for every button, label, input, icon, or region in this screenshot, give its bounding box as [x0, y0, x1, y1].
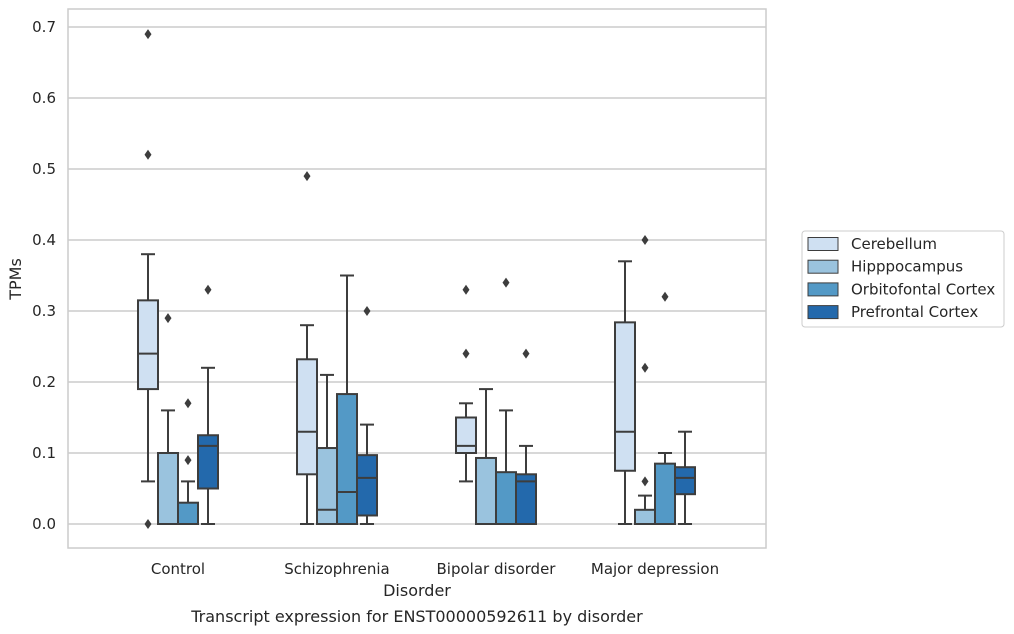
outlier-point — [303, 171, 311, 182]
outlier-point — [522, 348, 530, 359]
box-body — [455, 416, 477, 454]
box-body — [316, 447, 338, 525]
box-series — [137, 29, 696, 529]
box-0-1 — [157, 313, 179, 525]
box-1-0 — [296, 171, 318, 525]
outlier-point — [641, 476, 649, 487]
y-tick-label: 0.5 — [32, 160, 56, 178]
box-body — [177, 501, 199, 526]
legend-label: Hipppocampus — [851, 258, 963, 276]
outlier-point — [462, 284, 470, 295]
box-3-2 — [654, 291, 676, 525]
outlier-point — [184, 398, 192, 409]
legend-label: Cerebellum — [851, 235, 937, 253]
legend-frame — [801, 230, 1005, 328]
y-tick-label: 0.6 — [32, 89, 56, 107]
grid-lines — [68, 26, 766, 525]
outlier-point — [164, 313, 172, 324]
y-axis-label: TPMs — [6, 258, 25, 301]
box-0-0 — [137, 29, 159, 529]
box-body — [674, 466, 696, 496]
x-tick-label: Bipolar disorder — [437, 560, 557, 578]
plot-frame — [67, 8, 767, 549]
x-tick-label: Schizophrenia — [284, 560, 389, 578]
outlier-point — [144, 29, 152, 40]
x-tick-label: Major depression — [591, 560, 719, 578]
outlier-point — [204, 284, 212, 295]
x-tick-label: Control — [151, 560, 205, 578]
outlier-point — [641, 362, 649, 373]
outlier-point — [502, 277, 510, 288]
box-body — [356, 454, 378, 517]
box-body — [137, 299, 159, 391]
outlier-point — [363, 306, 371, 316]
legend-swatch — [807, 259, 839, 274]
outlier-point — [144, 149, 152, 160]
box-body — [634, 508, 656, 525]
legend-swatch — [807, 237, 839, 251]
box-3-1 — [634, 235, 656, 525]
chart-caption: Transcript expression for ENST0000059261… — [190, 607, 643, 626]
y-tick-label: 0.4 — [32, 231, 56, 249]
box-body — [654, 462, 676, 525]
box-0-2 — [177, 398, 199, 526]
y-tick-label: 0.3 — [32, 302, 56, 320]
y-tick-label: 0.1 — [32, 444, 56, 462]
y-axis-ticks: 0.0 0.1 0.2 0.3 0.4 0.5 0.6 0.7 — [32, 18, 56, 533]
box-body — [475, 456, 497, 525]
box-0-3 — [197, 284, 219, 525]
box-2-3 — [515, 348, 537, 525]
y-tick-label: 0.7 — [32, 18, 56, 36]
box-1-1 — [316, 373, 338, 525]
box-2-2 — [495, 277, 517, 526]
x-axis-label: Disorder — [383, 581, 451, 600]
outlier-point — [184, 455, 192, 466]
box-body — [495, 471, 517, 526]
legend-swatch — [807, 305, 839, 320]
box-1-2 — [336, 274, 358, 525]
legend-swatch — [807, 282, 839, 297]
outlier-point — [144, 519, 152, 529]
box-body — [336, 393, 358, 525]
outlier-point — [641, 235, 649, 245]
box-body — [296, 358, 318, 476]
legend: Cerebellum Hipppocampus Orbitofontal Corte… — [801, 230, 1005, 328]
box-3-3 — [674, 430, 696, 525]
y-tick-label: 0.2 — [32, 373, 56, 391]
box-body — [157, 452, 179, 525]
box-body — [515, 473, 537, 525]
outlier-point — [462, 348, 470, 359]
box-2-0 — [455, 284, 477, 483]
box-1-3 — [356, 306, 378, 525]
box-body — [197, 434, 219, 490]
y-tick-label: 0.0 — [32, 515, 56, 533]
x-axis-ticks: Control Schizophrenia Bipolar disorder Majo… — [151, 560, 719, 578]
legend-label: Orbitofontal Cortex — [851, 280, 995, 298]
legend-label: Prefrontal Cortex — [851, 303, 978, 321]
box-2-1 — [475, 388, 497, 525]
box-body — [614, 321, 636, 472]
outlier-point — [661, 291, 669, 302]
box-3-0 — [614, 260, 636, 525]
